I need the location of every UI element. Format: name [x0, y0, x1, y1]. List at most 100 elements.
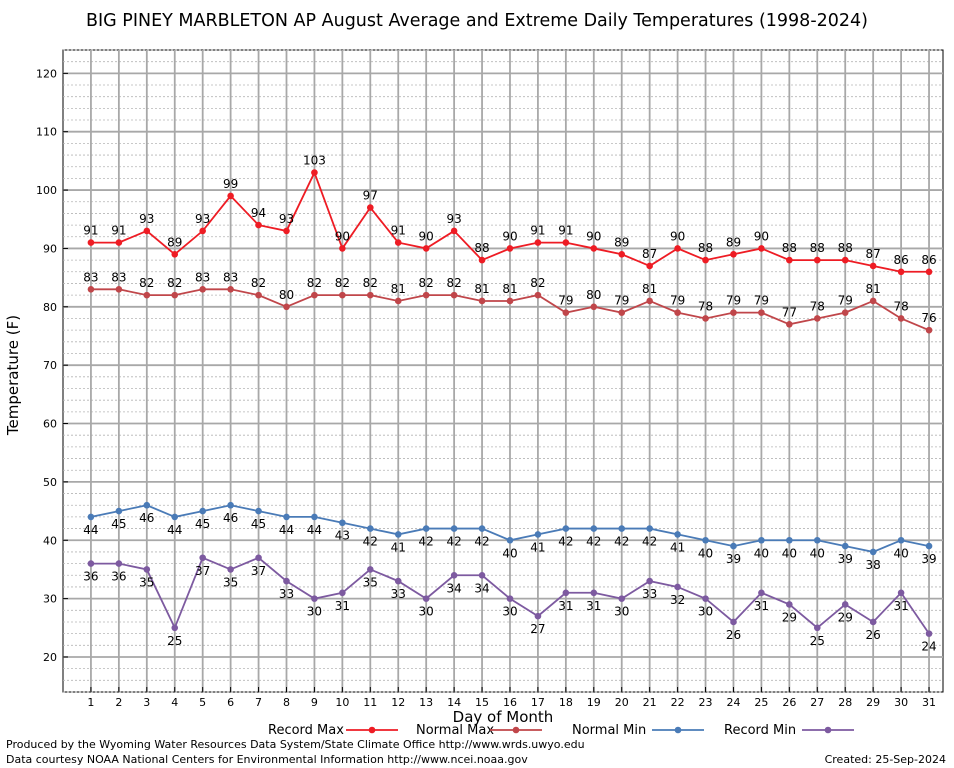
record-min-data-label: 29	[838, 610, 853, 624]
normal-min-data-label: 45	[251, 517, 266, 531]
record-max-data-label: 91	[111, 224, 126, 238]
normal-max-point	[562, 309, 570, 316]
record-max-point	[897, 268, 905, 276]
record-max-data-label: 94	[251, 206, 266, 220]
normal-min-point	[813, 536, 821, 544]
record-min-data-label: 25	[167, 634, 182, 648]
record-min-point	[674, 583, 681, 591]
normal-max-data-label: 79	[558, 294, 573, 308]
normal-min-point	[171, 513, 179, 521]
record-min-point	[478, 571, 486, 579]
x-tick-label: 1	[87, 696, 94, 709]
record-max-point	[534, 239, 542, 246]
normal-max-point	[813, 315, 821, 322]
normal-max-data-label: 82	[251, 276, 266, 290]
record-min-data-label: 29	[782, 610, 797, 624]
normal-min-data-label: 42	[614, 535, 629, 549]
normal-min-data-label: 46	[139, 511, 154, 525]
record-min-data-label: 25	[810, 634, 825, 648]
record-min-point	[618, 595, 626, 602]
x-tick-label: 4	[171, 696, 178, 709]
y-tick-label: 60	[43, 418, 57, 431]
normal-max-point	[534, 291, 542, 299]
record-max-point	[841, 256, 849, 264]
normal-min-point	[786, 536, 793, 544]
normal-max-data-label: 81	[642, 282, 657, 296]
normal-min-data-label: 44	[307, 523, 322, 537]
legend-label-normal-min: Normal Min	[572, 723, 646, 738]
record-max-data-label: 91	[558, 224, 573, 238]
x-tick-label: 29	[866, 696, 880, 709]
record-max-data-label: 86	[921, 253, 936, 267]
normal-max-point	[590, 303, 598, 311]
record-max-point	[590, 245, 598, 252]
record-min-data-label: 30	[698, 605, 713, 619]
record-max-point	[813, 256, 821, 264]
normal-min-data-label: 42	[474, 535, 489, 549]
y-tick-label: 80	[43, 301, 57, 314]
x-tick-label: 25	[754, 696, 768, 709]
record-min-point	[450, 571, 458, 579]
normal-min-data-label: 42	[586, 535, 601, 549]
record-max-point	[87, 239, 95, 246]
normal-min-point	[730, 542, 737, 550]
record-min-data-label: 33	[642, 587, 657, 601]
x-tick-label: 14	[447, 696, 461, 709]
x-tick-label: 30	[894, 696, 908, 709]
x-tick-label: 18	[559, 696, 573, 709]
record-max-data-label: 90	[419, 229, 434, 243]
record-min-point	[143, 566, 151, 573]
normal-max-data-label: 81	[391, 282, 406, 296]
record-min-data-label: 36	[111, 570, 126, 584]
x-axis-label: Day of Month	[453, 708, 554, 726]
x-tick-label: 3	[143, 696, 150, 709]
record-min-data-label: 32	[670, 593, 685, 607]
normal-max-data-label: 79	[726, 294, 741, 308]
record-min-data-label: 37	[251, 564, 266, 578]
x-tick-label: 26	[782, 696, 796, 709]
record-min-point	[115, 560, 123, 567]
record-max-point	[562, 239, 570, 246]
normal-max-data-label: 81	[866, 282, 881, 296]
normal-max-data-label: 79	[754, 294, 769, 308]
footer-data-courtesy: Data courtesy NOAA National Centers for …	[6, 753, 528, 766]
record-min-data-label: 34	[474, 581, 489, 595]
x-tick-label: 20	[615, 696, 629, 709]
legend-marker-record-max	[368, 726, 376, 734]
x-tick-label: 19	[587, 696, 601, 709]
record-min-data-label: 35	[363, 575, 378, 589]
footer-created-date: Created: 25-Sep-2024	[825, 753, 946, 766]
normal-max-data-label: 83	[83, 270, 98, 284]
normal-max-data-label: 79	[614, 294, 629, 308]
record-max-data-label: 93	[139, 212, 154, 226]
record-min-data-label: 31	[558, 599, 573, 613]
record-min-point	[813, 624, 821, 632]
normal-min-data-label: 45	[195, 517, 210, 531]
normal-max-point	[646, 297, 653, 305]
normal-min-data-label: 45	[111, 517, 126, 531]
y-tick-label: 70	[43, 359, 57, 372]
x-tick-label: 28	[838, 696, 852, 709]
normal-min-data-label: 39	[838, 552, 853, 566]
record-min-point	[87, 560, 95, 567]
normal-max-data-label: 82	[530, 276, 545, 290]
record-max-data-label: 88	[698, 241, 713, 255]
record-max-data-label: 93	[195, 212, 210, 226]
normal-min-data-label: 40	[754, 546, 769, 560]
legend-label-record-max: Record Max	[268, 723, 344, 738]
normal-min-point	[422, 525, 430, 532]
normal-min-data-label: 42	[363, 535, 378, 549]
normal-max-point	[422, 291, 430, 299]
normal-min-point	[590, 525, 598, 532]
normal-max-point	[283, 303, 290, 311]
record-max-point	[702, 256, 709, 264]
record-max-point	[618, 250, 626, 258]
record-min-point	[311, 595, 318, 602]
normal-min-point	[646, 525, 653, 532]
normal-max-data-label: 81	[502, 282, 517, 296]
record-max-point	[171, 250, 179, 258]
normal-max-data-label: 79	[838, 294, 853, 308]
record-max-data-label: 93	[279, 212, 294, 226]
x-tick-label: 12	[391, 696, 405, 709]
normal-min-data-label: 42	[558, 535, 573, 549]
